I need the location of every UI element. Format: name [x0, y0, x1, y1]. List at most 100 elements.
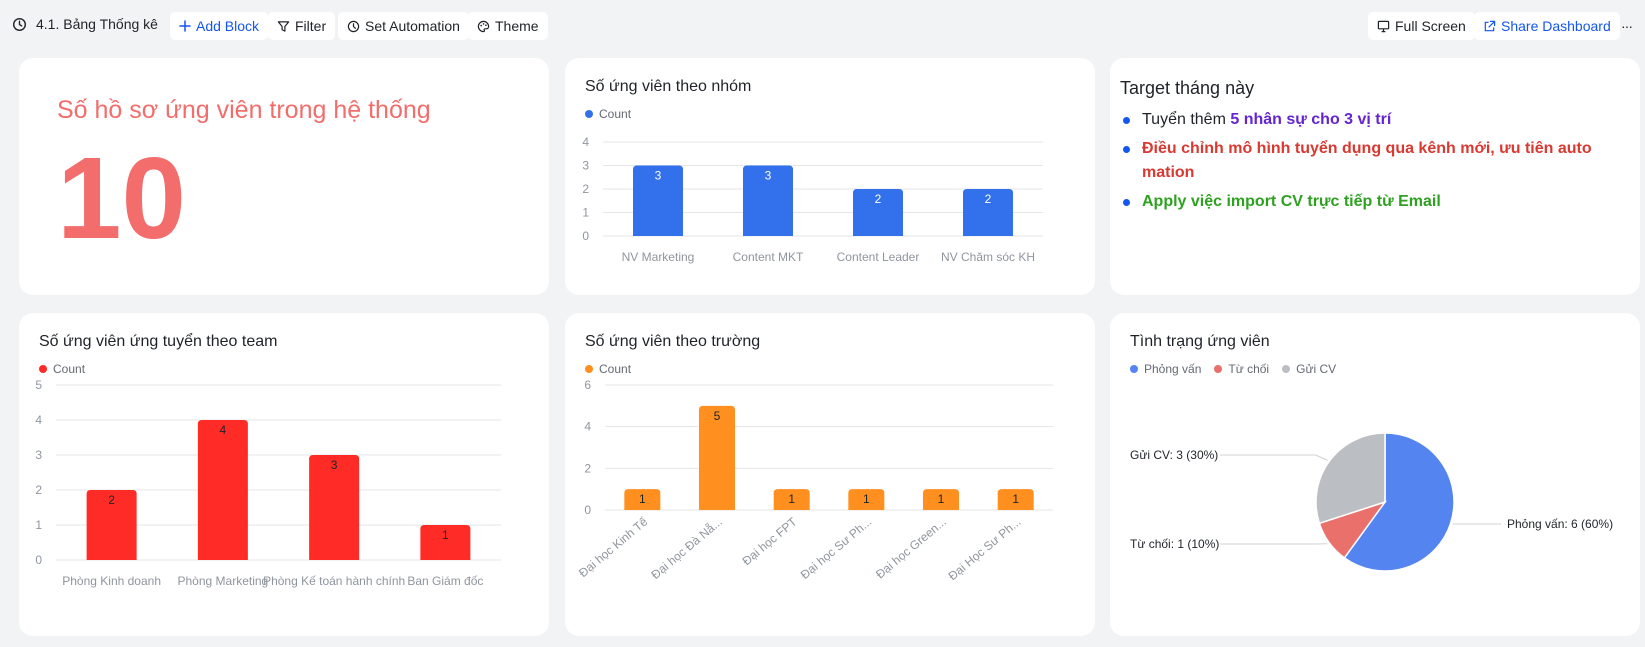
legend-label: Count — [53, 362, 86, 376]
chart-legend: Phỏng vấn Từ chối Gửi CV — [1130, 362, 1349, 376]
target-list: Tuyển thêm 5 nhân sự cho 3 vị trí Điều c… — [1122, 108, 1602, 219]
share-dashboard-button[interactable]: Share Dashboard — [1474, 12, 1620, 40]
legend-label: Gửi CV — [1296, 362, 1337, 376]
filter-button[interactable]: Filter — [268, 12, 336, 40]
legend-item: Gửi CV — [1282, 362, 1336, 376]
x-tick-label: Đại học Kinh Tế — [576, 514, 650, 580]
y-tick-label: 4 — [35, 413, 42, 427]
bar-value-label: 1 — [788, 492, 795, 506]
legend-label: Phỏng vấn — [1144, 362, 1202, 376]
legend-item: Từ chối — [1214, 362, 1269, 376]
pie-slice-label: Từ chối: 1 (10%) — [1130, 537, 1219, 551]
add-block-button[interactable]: Add Block — [170, 12, 269, 40]
dashboard-title[interactable]: 4.1. Bảng Thống kê — [12, 16, 158, 32]
bar[interactable] — [963, 189, 1013, 236]
bar-value-label: 2 — [108, 493, 115, 507]
more-icon: ··· — [1621, 18, 1633, 34]
pie-chart-status: Phỏng vấn: 6 (60%) Từ chối: 1 (10%) Gửi CV… — [1130, 432, 1613, 572]
y-tick-label: 2 — [582, 182, 589, 196]
bar-value-label: 1 — [639, 492, 646, 506]
stat-card: Số hồ sơ ứng viên trong hệ thống 10 — [19, 58, 549, 295]
y-tick-label: 1 — [35, 518, 42, 532]
more-options-button[interactable]: ··· — [1616, 12, 1642, 40]
pie-slice-label: Gửi CV: 3 (30%) — [1130, 448, 1218, 462]
bar-chart-by-team: 0 1 2 3 4 5 2 Phòng Kinh doanh 4 Phòng Marketing 3… — [35, 378, 501, 588]
stat-card-value: 10 — [57, 133, 187, 263]
stat-card-title: Số hồ sơ ứng viên trong hệ thống — [57, 96, 431, 124]
chart-legend: Count — [39, 362, 85, 376]
y-tick-label: 0 — [584, 503, 591, 517]
target-card-title: Target tháng này — [1120, 78, 1255, 98]
y-tick-label: 2 — [35, 483, 42, 497]
bar[interactable] — [853, 189, 903, 236]
bullet-icon — [1123, 146, 1130, 153]
x-tick-label: Phòng Marketing — [178, 574, 269, 588]
share-icon — [1484, 20, 1496, 31]
full-screen-icon — [1377, 20, 1390, 32]
target-item-highlight: 5 nhân sự cho 3 vị trí — [1230, 111, 1392, 128]
set-automation-label: Set Automation — [365, 18, 460, 34]
target-card: Target tháng này Tuyển thêm 5 nhân sự ch… — [1110, 58, 1640, 295]
y-tick-label: 5 — [35, 378, 42, 392]
bar[interactable] — [848, 489, 885, 510]
bar-value-label: 3 — [331, 458, 338, 472]
pie-slice[interactable] — [1343, 432, 1455, 572]
pie-slice[interactable] — [1315, 432, 1386, 525]
bar-value-label: 5 — [714, 409, 721, 423]
y-tick-label: 4 — [584, 420, 591, 434]
x-tick-label: Content MKT — [733, 250, 804, 264]
x-tick-label: Đại học Green... — [873, 515, 949, 582]
bar-chart-by-group: 0 1 2 3 4 3 NV Marketing 3 Content MKT 2 Content L… — [582, 135, 1043, 264]
pie-slice-label: Phỏng vấn: 6 (60%) — [1507, 517, 1613, 531]
bar-value-label: 1 — [938, 492, 945, 506]
bar[interactable] — [997, 489, 1034, 510]
y-tick-label: 0 — [35, 553, 42, 567]
chart-title: Số ứng viên ứng tuyển theo team — [39, 333, 278, 350]
set-automation-button[interactable]: Set Automation — [338, 12, 469, 40]
chart-title: Số ứng viên theo trường — [585, 333, 761, 350]
x-tick-label: Đại Học Sư Ph... — [946, 515, 1024, 584]
bar[interactable] — [197, 420, 248, 560]
x-tick-label: Content Leader — [837, 250, 920, 264]
theme-button[interactable]: Theme — [468, 12, 548, 40]
target-item-highlight: Điều chỉnh mô hình tuyển dụng qua kênh m… — [1142, 140, 1592, 181]
legend-dot — [1282, 365, 1291, 373]
chart-title: Số ứng viên theo nhóm — [585, 78, 752, 95]
legend-dot — [1214, 365, 1223, 373]
chart-card-by-group: Số ứng viên theo nhóm Count 0 1 2 3 4 3 NV Mar… — [565, 58, 1095, 295]
legend-dot — [1130, 365, 1138, 373]
chart-legend: Count — [585, 107, 631, 121]
bar[interactable] — [773, 489, 810, 510]
bar[interactable] — [743, 165, 793, 237]
bar[interactable] — [309, 455, 360, 560]
bar[interactable] — [86, 490, 137, 560]
theme-label: Theme — [495, 18, 539, 34]
bar-value-label: 3 — [765, 169, 772, 183]
legend-item: Phỏng vấn — [1130, 362, 1201, 376]
x-tick-label: NV Chăm sóc KH — [941, 250, 1035, 264]
bar[interactable] — [624, 489, 661, 510]
bar-value-label: 2 — [985, 192, 992, 206]
y-tick-label: 0 — [582, 229, 589, 243]
target-item-highlight: Apply việc import CV trực tiếp từ Email — [1142, 193, 1441, 210]
chart-legend: Count — [585, 362, 631, 376]
bar[interactable] — [923, 489, 959, 510]
target-item: Apply việc import CV trực tiếp từ Email — [1122, 190, 1602, 214]
full-screen-button[interactable]: Full Screen — [1368, 12, 1475, 40]
legend-dot — [39, 365, 47, 373]
target-item: Điều chỉnh mô hình tuyển dụng qua kênh m… — [1122, 137, 1602, 185]
legend-dot — [585, 365, 593, 373]
bar[interactable] — [420, 525, 471, 560]
dashboard-title-text: 4.1. Bảng Thống kê — [36, 16, 158, 32]
pie-label-line — [1220, 454, 1328, 461]
chart-plot: 0 1 2 3 4 3 NV Marketing 3 Content MKT 2 Content L… — [582, 135, 1043, 264]
history-icon — [12, 17, 27, 31]
bar-value-label: 2 — [875, 192, 882, 206]
bar-value-label: 3 — [655, 169, 662, 183]
bar[interactable] — [633, 165, 683, 237]
bar[interactable] — [699, 405, 735, 510]
x-tick-label: NV Marketing — [622, 250, 695, 264]
x-tick-label: Đại học FPT — [740, 514, 801, 568]
